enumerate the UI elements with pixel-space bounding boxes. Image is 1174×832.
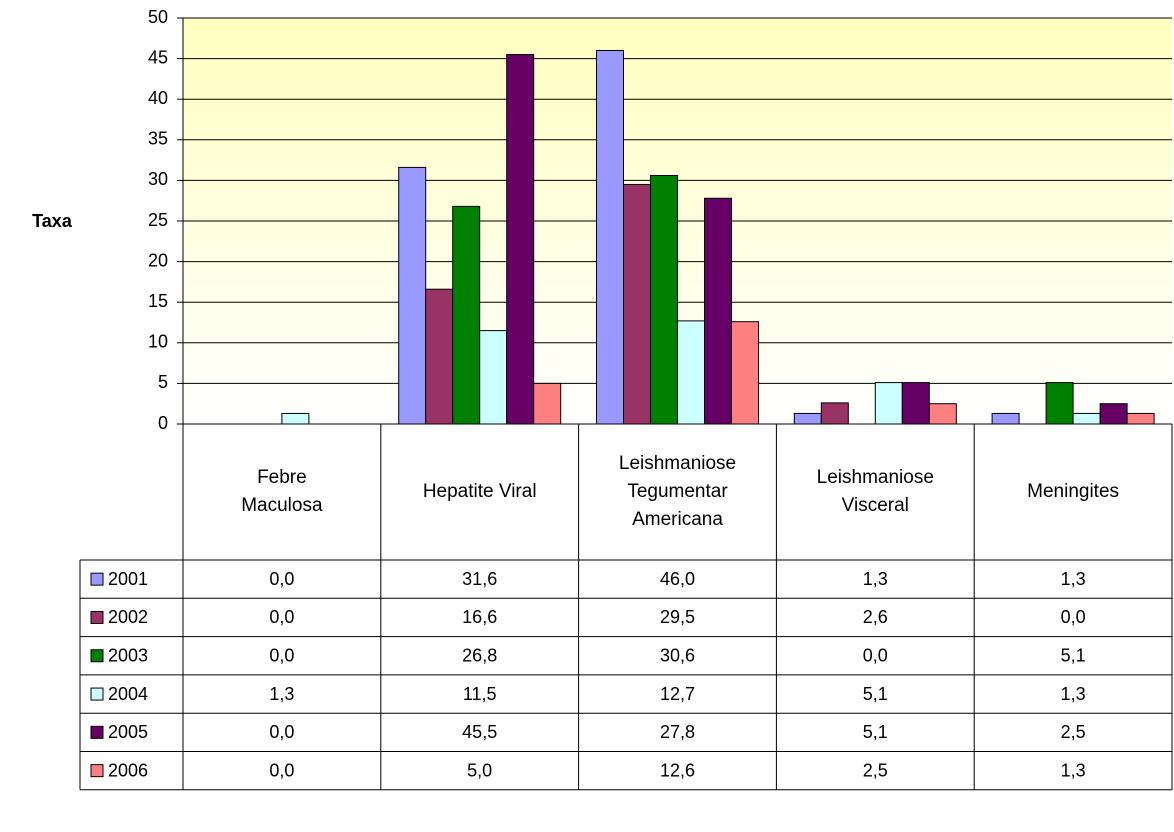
x-tick-label: Leishmaniose Visceral	[785, 424, 965, 560]
table-value: 0,0	[269, 646, 294, 666]
legend-label: 2004	[108, 684, 148, 704]
category-label: Meningites	[1027, 481, 1120, 502]
table-value: 0,0	[269, 569, 294, 589]
table-value: 16,6	[462, 607, 497, 627]
bar	[901, 382, 930, 425]
bar	[596, 49, 624, 425]
bar	[1072, 412, 1101, 425]
legend-key	[90, 725, 104, 739]
x-tick-label: Meningites	[983, 424, 1163, 560]
bar	[623, 183, 651, 425]
table-value: 2,5	[863, 760, 888, 780]
legend-key	[90, 649, 104, 663]
bar	[479, 330, 508, 425]
legend-label: 2003	[108, 646, 148, 666]
legend-label: 2001	[108, 569, 148, 589]
y-tick-label: 45	[148, 47, 168, 67]
table-value: 5,0	[467, 760, 492, 780]
table-value: 5,1	[863, 684, 888, 704]
table-value: 0,0	[269, 722, 294, 742]
table-value: 1,3	[1061, 760, 1086, 780]
table-value: 11,5	[463, 684, 497, 704]
y-tick-label: 15	[148, 291, 168, 311]
x-tick-label: Febre Maculosa	[217, 424, 347, 560]
y-tick-label: 5	[158, 372, 168, 392]
bar	[398, 166, 427, 425]
legend-label: 2005	[108, 722, 148, 742]
table-value: 1,3	[863, 569, 888, 589]
table-value: 5,1	[1061, 646, 1086, 666]
table-value: 0,0	[1061, 607, 1086, 627]
y-tick-label: 10	[148, 332, 168, 352]
legend-key	[90, 764, 104, 778]
table-value: 45,5	[462, 722, 497, 742]
bar	[928, 403, 957, 425]
bar	[1126, 412, 1155, 425]
bar	[704, 197, 732, 425]
table-value: 27,8	[660, 722, 695, 742]
y-tick-label: 35	[148, 129, 168, 149]
y-tick-label: 20	[148, 250, 168, 270]
legend-label: 2002	[108, 607, 148, 627]
x-tick-label: Leishmaniose Tegumentar Americana	[588, 424, 768, 560]
category-label: Leishmaniose Tegumentar Americana	[618, 453, 737, 530]
legend-key	[90, 572, 104, 586]
bar	[425, 288, 454, 425]
y-tick-label: 0	[158, 413, 168, 433]
table-value: 12,6	[660, 760, 695, 780]
category-label: Leishmaniose Visceral	[816, 467, 934, 516]
bar	[281, 412, 310, 425]
table-value: 1,3	[269, 684, 294, 704]
table-value: 0,0	[269, 760, 294, 780]
table-value: 31,6	[462, 569, 497, 589]
table-value: 46,0	[660, 569, 695, 589]
table-value: 29,5	[660, 607, 695, 627]
table-value: 30,6	[660, 646, 695, 666]
bar	[452, 205, 481, 425]
y-tick-label: 50	[148, 7, 168, 27]
bar	[874, 382, 903, 425]
category-label: Febre Maculosa	[241, 467, 323, 516]
bar	[820, 402, 849, 425]
y-tick-label: 30	[148, 169, 168, 189]
bar	[506, 54, 535, 425]
bar	[533, 382, 562, 425]
table-value: 0,0	[863, 646, 888, 666]
bar	[1045, 382, 1074, 425]
bar	[650, 175, 678, 425]
bar	[731, 321, 759, 425]
y-axis-title: Taxa	[32, 211, 73, 231]
bar	[677, 320, 705, 425]
table-value: 2,5	[1061, 722, 1086, 742]
bar	[1099, 403, 1128, 425]
table-value: 1,3	[1061, 684, 1086, 704]
legend-label: 2006	[108, 760, 148, 780]
legend-key	[90, 610, 104, 624]
table-value: 1,3	[1061, 569, 1086, 589]
table-value: 12,7	[660, 684, 695, 704]
y-tick-label: 40	[148, 88, 168, 108]
table-value: 0,0	[269, 607, 294, 627]
table-value: 5,1	[863, 722, 888, 742]
y-tick-label: 25	[148, 210, 168, 230]
x-tick-label: Hepatite Viral	[390, 424, 570, 560]
table-value: 26,8	[462, 646, 497, 666]
bar	[991, 412, 1020, 425]
category-label: Hepatite Viral	[422, 481, 537, 502]
bar	[793, 412, 822, 425]
legend-key	[90, 687, 104, 701]
table-value: 2,6	[863, 607, 888, 627]
